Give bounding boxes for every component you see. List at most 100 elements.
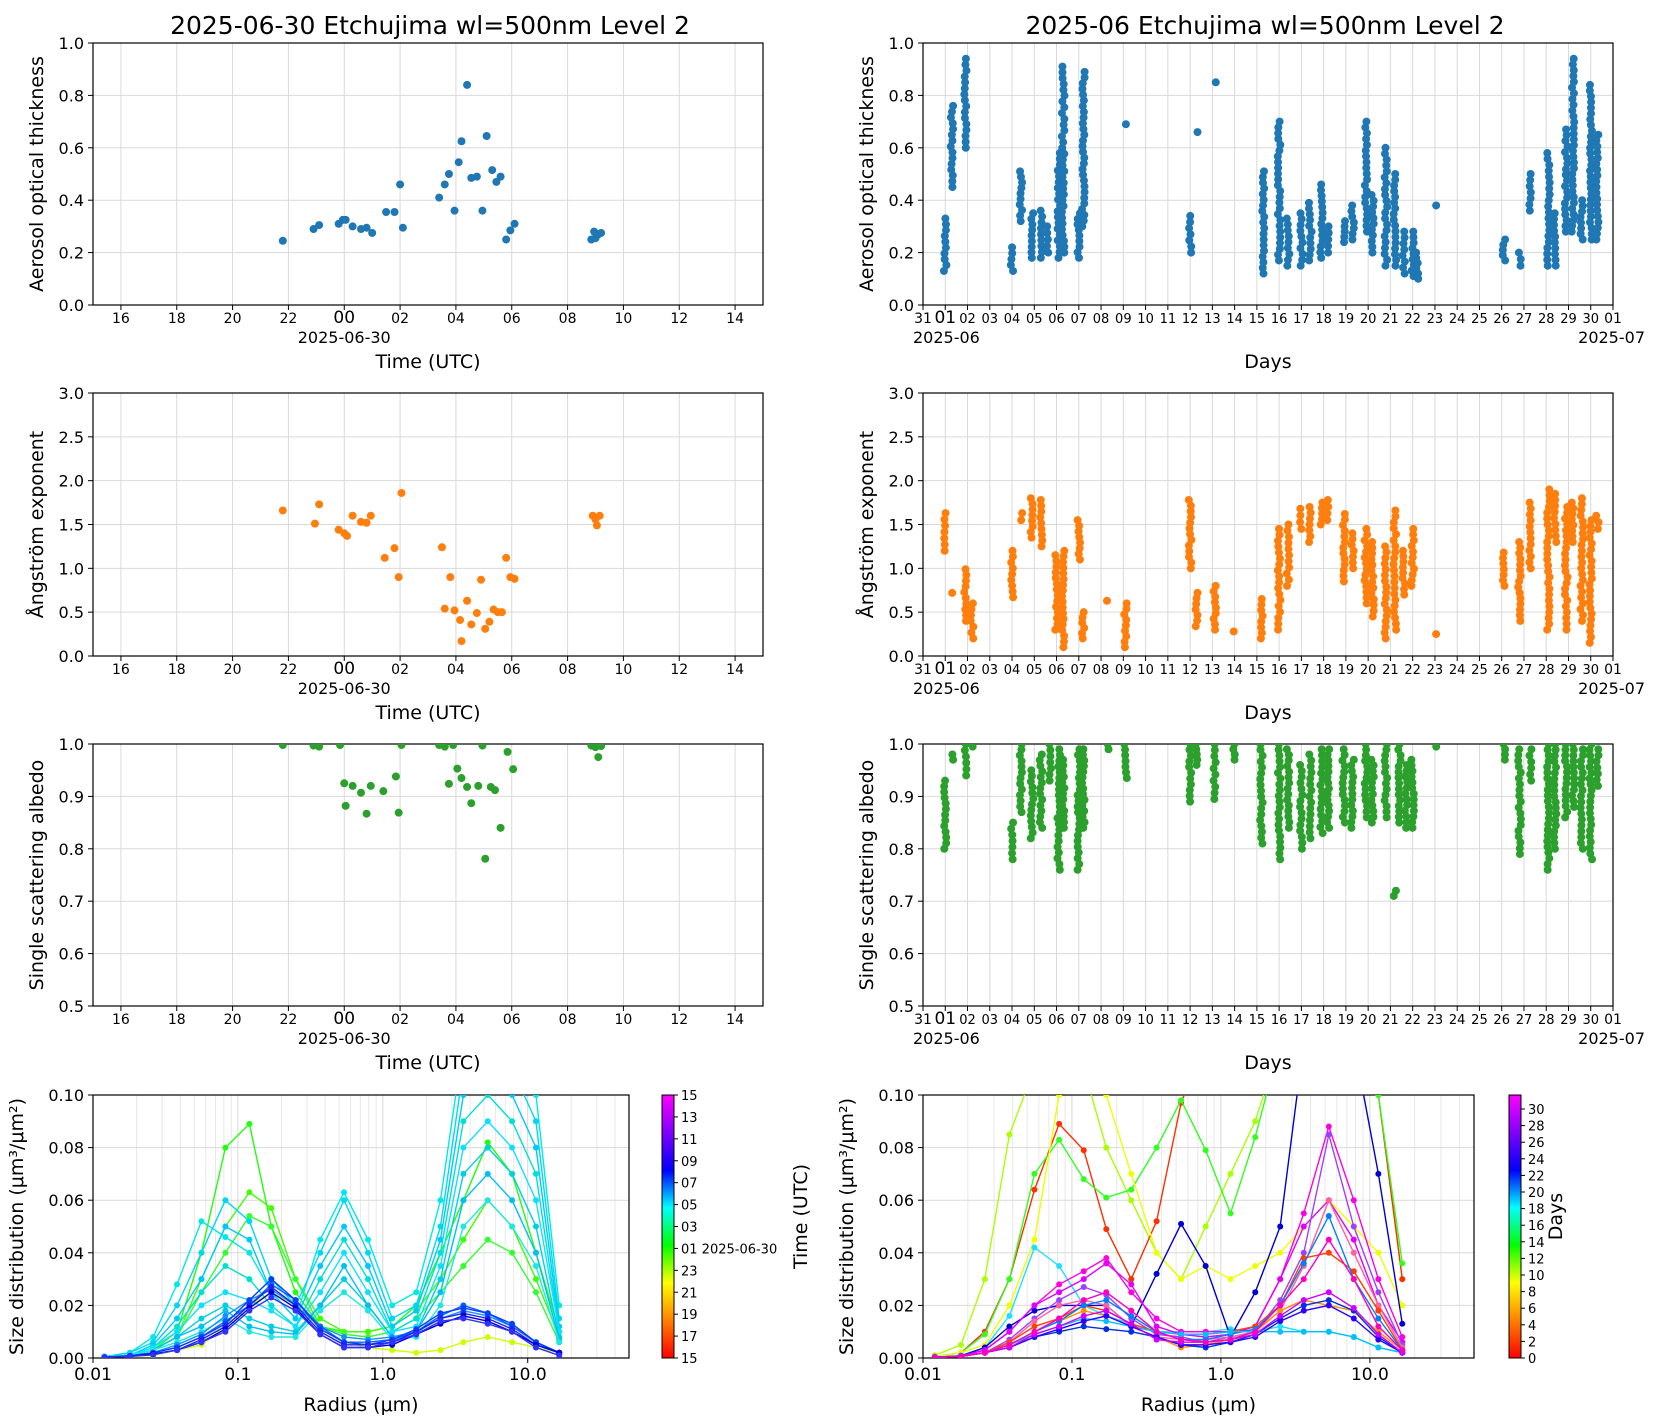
monthly_ssa-xtick-label: 25 <box>1471 1013 1488 1028</box>
daily-colorbar-tick-label: 01 2025-06-30 <box>681 1242 777 1257</box>
monthly_size-series-point <box>1325 1328 1332 1335</box>
monthly_size-series-point <box>1202 1331 1209 1338</box>
monthly_angstrom-point <box>1348 552 1357 561</box>
monthly_aot-point <box>1526 188 1535 197</box>
monthly_ssa-point <box>1578 745 1587 754</box>
daily_size-series-point <box>246 1189 253 1196</box>
monthly_size-series-point <box>1056 1323 1063 1330</box>
monthly_aot-xtick-label: 11 <box>1160 312 1177 327</box>
daily_angstrom-chart: 16 18 20 22 00 02 04 06 08 10 12 14 0.0 0.5 1.0 1.5 2.0 2… <box>25 384 764 724</box>
monthly_ssa-point <box>1256 744 1265 748</box>
monthly_ssa-point <box>1037 750 1046 759</box>
monthly_aot-point <box>1259 246 1268 255</box>
monthly_angstrom-point <box>1284 575 1293 584</box>
daily_size-xlabel: Radius (μm) <box>303 1394 418 1416</box>
monthly_aot-point <box>1545 190 1554 199</box>
monthly_size-series-point <box>1031 1307 1038 1314</box>
monthly_aot-point <box>1592 183 1601 192</box>
daily_angstrom-point <box>315 500 324 509</box>
daily_angstrom-point <box>446 573 455 582</box>
daily_size-series-point <box>174 1347 181 1354</box>
monthly_aot-point <box>1044 248 1053 257</box>
monthly_angstrom-point <box>1348 529 1357 538</box>
monthly_size-series-line <box>934 1199 1403 1358</box>
monthly_size-series-point <box>1080 1297 1087 1304</box>
daily_angstrom-ytick-label: 0.0 <box>59 647 84 666</box>
monthly_angstrom-point <box>1551 519 1560 528</box>
daily_aot-point <box>362 223 371 232</box>
daily_size-series-point <box>222 1302 229 1309</box>
daily_size-series-point <box>389 1347 396 1354</box>
monthly_size-series-point <box>1350 1236 1357 1243</box>
monthly_size-series-point <box>1252 1289 1259 1296</box>
daily_aot-xtick-label: 10 <box>615 311 633 327</box>
daily_size-ytick-label: 0.10 <box>48 1086 84 1105</box>
monthly_angstrom-point <box>1284 538 1293 547</box>
monthly_aot-point <box>1568 187 1577 196</box>
monthly_aot-xtick-label: 24 <box>1449 312 1466 327</box>
monthly_ssa-point <box>1210 746 1219 755</box>
monthly_aot-xtick-label: 14 <box>1226 312 1243 327</box>
monthly_ssa-point <box>1317 745 1326 754</box>
monthly_size-series-point <box>1277 1223 1284 1230</box>
monthly_aot-point <box>1544 196 1553 205</box>
monthly_angstrom-point <box>1275 590 1284 599</box>
daily_size-series-point <box>198 1289 205 1296</box>
monthly_size-xlabel: Radius (μm) <box>1141 1394 1256 1416</box>
monthly_size-series-point <box>1178 1097 1185 1104</box>
monthly_aot-point <box>1549 220 1558 229</box>
monthly_ssa-point <box>1211 758 1220 767</box>
daily_size-series-point <box>460 1197 467 1204</box>
daily_size-series-point <box>174 1281 181 1288</box>
monthly_angstrom-point <box>1577 552 1586 561</box>
daily_size-series-point <box>246 1297 253 1304</box>
monthly_size-series-point <box>1103 1194 1110 1201</box>
daily_size-series-point <box>246 1218 253 1225</box>
monthly_angstrom-point <box>1543 520 1552 529</box>
monthly_ssa-point <box>1543 791 1552 800</box>
monthly_angstrom-point <box>1349 564 1358 573</box>
monthly_aot-xlabel: Days <box>1244 351 1291 373</box>
monthly_ssa-point <box>1516 820 1525 829</box>
monthly_size-series-line <box>934 1291 1403 1358</box>
daily_aot-point <box>506 226 515 235</box>
monthly-colorbar-tick-label: 30 <box>1528 1103 1545 1118</box>
monthly_size-series-point <box>1300 1210 1307 1217</box>
monthly_ssa-ylabel: Single scattering albedo <box>856 760 878 991</box>
daily_angstrom-ytick-label: 1.5 <box>59 516 84 535</box>
monthly_angstrom-ytick-label: 2.0 <box>889 472 914 491</box>
daily-colorbar-tick-label: 05 <box>681 1199 698 1214</box>
daily_aot-ytick-label: 1.0 <box>59 34 84 53</box>
daily-colorbar-tick-label: 09 <box>681 1155 698 1170</box>
daily_aot-xtick-label: 12 <box>670 311 688 327</box>
monthly_angstrom-point <box>1008 552 1017 561</box>
monthly_angstrom-point <box>1059 609 1068 618</box>
monthly_aot-xtick-label: 01 <box>1604 311 1622 327</box>
monthly_ssa-point <box>1230 744 1239 748</box>
daily_ssa-point <box>491 786 499 795</box>
monthly_ssa-point <box>1054 837 1063 846</box>
monthly_aot-point <box>1525 200 1534 209</box>
monthly_aot-point <box>1543 154 1552 163</box>
daily_size-series-point <box>246 1315 253 1322</box>
daily_size-series-point <box>198 1249 205 1256</box>
monthly_aot-point <box>1306 239 1315 248</box>
monthly_ssa-point <box>962 758 971 767</box>
monthly_ssa-point <box>1577 821 1586 830</box>
daily_ssa-ytick-label: 0.5 <box>59 997 84 1016</box>
monthly_ssa-point <box>1317 811 1326 820</box>
monthly-colorbar-tick-label: 22 <box>1528 1169 1545 1184</box>
daily_angstrom-xtick-label: 20 <box>224 662 242 678</box>
monthly_angstrom-xtick-label: 12 <box>1182 663 1199 678</box>
monthly_aot-point <box>961 60 970 69</box>
daily_size-series-point <box>341 1197 348 1204</box>
monthly_size-series-point <box>1128 1276 1135 1283</box>
monthly_aot-point <box>1060 242 1069 251</box>
monthly_angstrom-point <box>1593 524 1602 533</box>
monthly_ssa-xtick-label: 24 <box>1449 1013 1466 1028</box>
monthly_size-series-point <box>1178 1220 1185 1227</box>
monthly_aot-point <box>1545 178 1554 187</box>
daily_aot-ytick-label: 0.2 <box>59 244 84 263</box>
monthly_angstrom-point <box>1578 558 1587 567</box>
monthly_ssa-point <box>1121 751 1130 760</box>
